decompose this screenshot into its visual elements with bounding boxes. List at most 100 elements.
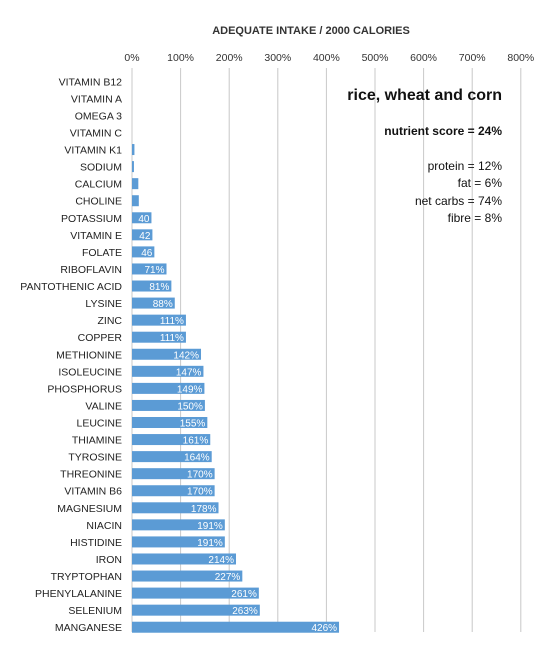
category-label: VITAMIN C [70, 127, 123, 139]
bar [132, 468, 215, 480]
category-label: HISTIDINE [70, 537, 122, 549]
bar [132, 365, 204, 377]
category-label: IRON [96, 554, 122, 566]
bar [132, 399, 205, 411]
category-label: THREONINE [60, 469, 122, 481]
bar [132, 195, 139, 207]
category-label: OMEGA 3 [75, 110, 122, 122]
data-label: 161% [183, 436, 209, 447]
bar [132, 178, 139, 190]
bar [132, 246, 155, 258]
x-tick-label: 400% [313, 52, 340, 64]
bar [132, 280, 172, 292]
bar [132, 570, 243, 582]
bar [132, 536, 225, 548]
bar [132, 621, 340, 633]
data-label: 147% [176, 367, 202, 378]
bar [132, 212, 152, 224]
category-label: RIBOFLAVIN [60, 264, 122, 276]
category-label: LEUCINE [76, 418, 122, 430]
x-tick-label: 500% [362, 52, 389, 64]
bars [132, 144, 340, 633]
data-label: 170% [187, 487, 213, 498]
gridlines [131, 68, 522, 632]
x-tick-label: 300% [264, 52, 291, 64]
bar [132, 331, 186, 343]
data-label: 142% [173, 350, 199, 361]
data-label: 155% [180, 419, 206, 430]
data-label: 170% [187, 470, 213, 481]
category-label: MANGANESE [55, 622, 122, 634]
fibre-line: fibre = 8% [448, 211, 503, 225]
bar [132, 553, 237, 565]
bar [132, 263, 167, 275]
data-label: 178% [191, 504, 217, 515]
data-label: 261% [231, 589, 257, 600]
category-label: COPPER [78, 332, 123, 344]
category-label: TRYPTOPHAN [51, 571, 122, 583]
data-label: 40 [138, 214, 150, 225]
category-label: SODIUM [80, 162, 122, 174]
data-label: 81% [149, 282, 169, 293]
bar [132, 229, 153, 241]
data-label: 164% [184, 453, 210, 464]
category-label: THIAMINE [72, 435, 122, 447]
category-label: VITAMIN K1 [64, 145, 122, 157]
bar [132, 502, 219, 514]
data-label: 263% [232, 606, 258, 617]
bar [132, 587, 259, 599]
category-label: CALCIUM [75, 179, 122, 191]
x-axis-ticks: 0% 100% 200% 300% 400% 500% 600% 700% 800% [124, 52, 534, 64]
bar [132, 314, 186, 326]
annotation-heading: rice, wheat and corn [347, 87, 502, 104]
bar [132, 604, 260, 616]
net-carbs-line: net carbs = 74% [415, 194, 502, 208]
category-label: PANTOTHENIC ACID [20, 281, 122, 293]
category-label: FOLATE [82, 247, 122, 259]
data-label: 46 [141, 248, 153, 259]
chart-title: ADEQUATE INTAKE / 2000 CALORIES [212, 25, 410, 37]
category-label: MAGNESIUM [57, 503, 122, 515]
bar [132, 382, 205, 394]
data-label: 88% [153, 299, 173, 310]
data-label: 426% [311, 623, 337, 634]
bar [132, 519, 225, 531]
data-label: 111% [160, 333, 184, 344]
protein-line: protein = 12% [428, 159, 503, 173]
category-label: VITAMIN B6 [64, 486, 122, 498]
x-tick-label: 200% [216, 52, 243, 64]
data-label: 214% [208, 555, 234, 566]
category-label: VITAMIN E [70, 230, 122, 242]
data-label: 227% [215, 572, 241, 583]
bar [132, 417, 208, 428]
bar [132, 434, 211, 446]
data-label: 111% [160, 316, 184, 327]
bar [132, 451, 212, 463]
category-label: ISOLEUCINE [58, 366, 122, 378]
category-label: LYSINE [85, 298, 122, 310]
category-labels: VITAMIN B12 VITAMIN A OMEGA 3 VITAMIN C VITA… [20, 76, 122, 634]
category-label: VALINE [85, 400, 122, 412]
data-label: 150% [177, 401, 203, 412]
category-label: METHIONINE [56, 349, 122, 361]
x-tick-label: 800% [507, 52, 534, 64]
bar [132, 297, 175, 309]
data-label: 191% [197, 521, 223, 532]
data-label: 191% [197, 538, 223, 549]
bar [132, 485, 215, 497]
bar [132, 144, 135, 156]
x-tick-label: 600% [410, 52, 437, 64]
data-label: 71% [144, 265, 164, 276]
category-label: SELENIUM [68, 605, 122, 617]
x-tick-label: 100% [167, 52, 194, 64]
category-label: CHOLINE [75, 196, 122, 208]
fat-line: fat = 6% [458, 176, 503, 190]
nutrient-score: nutrient score = 24% [384, 124, 502, 138]
x-tick-label: 700% [459, 52, 486, 64]
category-label: ZINC [98, 315, 123, 327]
x-tick-label: 0% [124, 52, 139, 64]
annotation-box: rice, wheat and corn nutrient score = 24… [347, 87, 502, 225]
bar [132, 348, 202, 360]
category-label: VITAMIN B12 [59, 76, 123, 88]
